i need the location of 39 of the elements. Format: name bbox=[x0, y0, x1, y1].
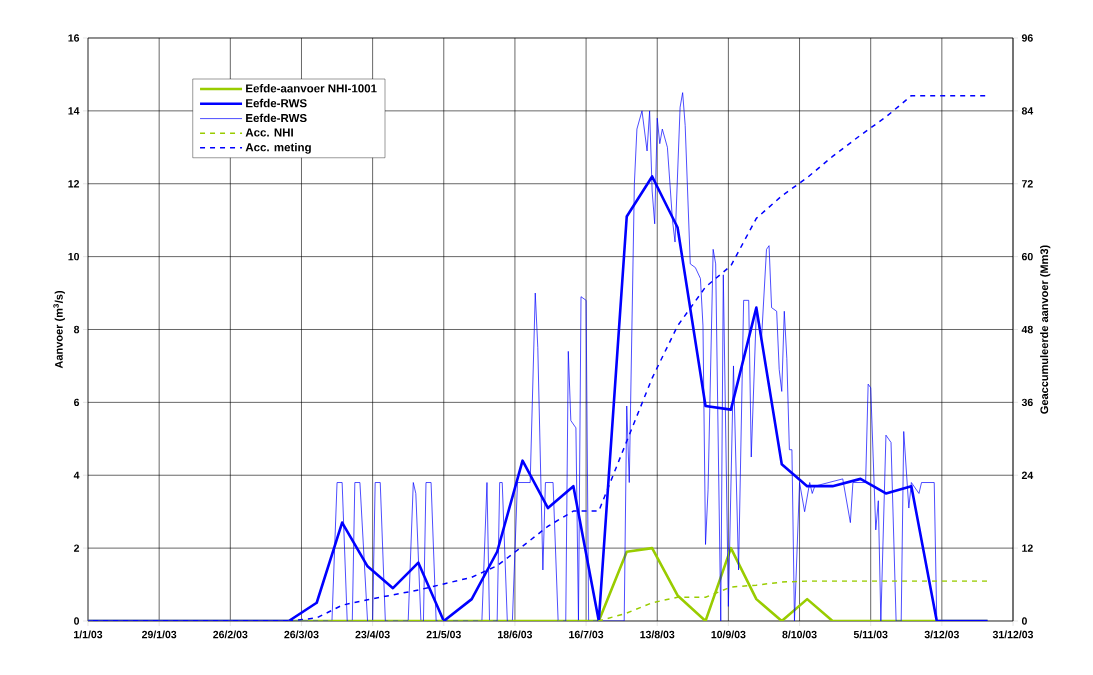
y2-tick-label: 24 bbox=[1021, 471, 1034, 479]
x-tick-label: 3/12/03 bbox=[924, 630, 959, 639]
legend-label: Eefde-aanvoer NHI-1001 bbox=[246, 84, 377, 93]
x-tick-label: 8/10/03 bbox=[782, 630, 817, 639]
y2-tick-label: 12 bbox=[1022, 544, 1033, 552]
x-tick-label: 5/11/03 bbox=[853, 630, 888, 639]
y2-axis-title: Geaccumuleerde aanvoer (Mm3) bbox=[1040, 245, 1051, 414]
y2-tick-label: 84 bbox=[1021, 107, 1034, 115]
x-tick-label: 13/8/03 bbox=[640, 630, 675, 639]
y-tick-label: 0 bbox=[74, 617, 80, 625]
legend-label: Eefde-RWS bbox=[246, 98, 307, 108]
y-tick-label: 2 bbox=[74, 544, 80, 552]
x-tick-label: 26/2/03 bbox=[213, 630, 248, 639]
y-tick-label: 4 bbox=[73, 471, 80, 479]
y-tick-label: 16 bbox=[68, 34, 80, 42]
y-tick-label: 10 bbox=[68, 252, 80, 261]
y2-tick-label: 72 bbox=[1021, 180, 1033, 188]
x-tick-label: 23/4/03 bbox=[355, 630, 390, 639]
y2-tick-label: 0 bbox=[1021, 617, 1027, 625]
y2-tick-label: 36 bbox=[1021, 398, 1033, 407]
y-tick-label: 8 bbox=[73, 325, 80, 334]
x-tick-label: 29/1/03 bbox=[142, 630, 177, 639]
y-tick-label: 6 bbox=[74, 398, 80, 407]
y2-tick-label: 96 bbox=[1021, 34, 1033, 42]
legend-label: Acc. NHI bbox=[245, 128, 293, 137]
x-tick-label: 18/6/03 bbox=[498, 630, 533, 639]
x-tick-label: 10/9/03 bbox=[711, 630, 746, 639]
y-tick-label: 14 bbox=[68, 107, 80, 115]
x-tick-label: 21/5/03 bbox=[426, 630, 461, 639]
y-axis-title: Aanvoer (m$^{3}$/s) bbox=[53, 290, 65, 369]
x-tick-label: 31/12/03 bbox=[992, 630, 1034, 639]
x-tick-label: 16/7/03 bbox=[569, 630, 604, 639]
y2-tick-label: 60 bbox=[1021, 252, 1033, 261]
y2-tick-label: 48 bbox=[1021, 325, 1033, 334]
legend-label: Acc. meting bbox=[245, 142, 311, 154]
x-tick-label: 1/1/03 bbox=[74, 630, 103, 639]
x-tick-label: 26/3/03 bbox=[284, 630, 319, 639]
legend-label: Eefde-RWS bbox=[246, 113, 307, 123]
y-tick-label: 12 bbox=[68, 180, 80, 188]
